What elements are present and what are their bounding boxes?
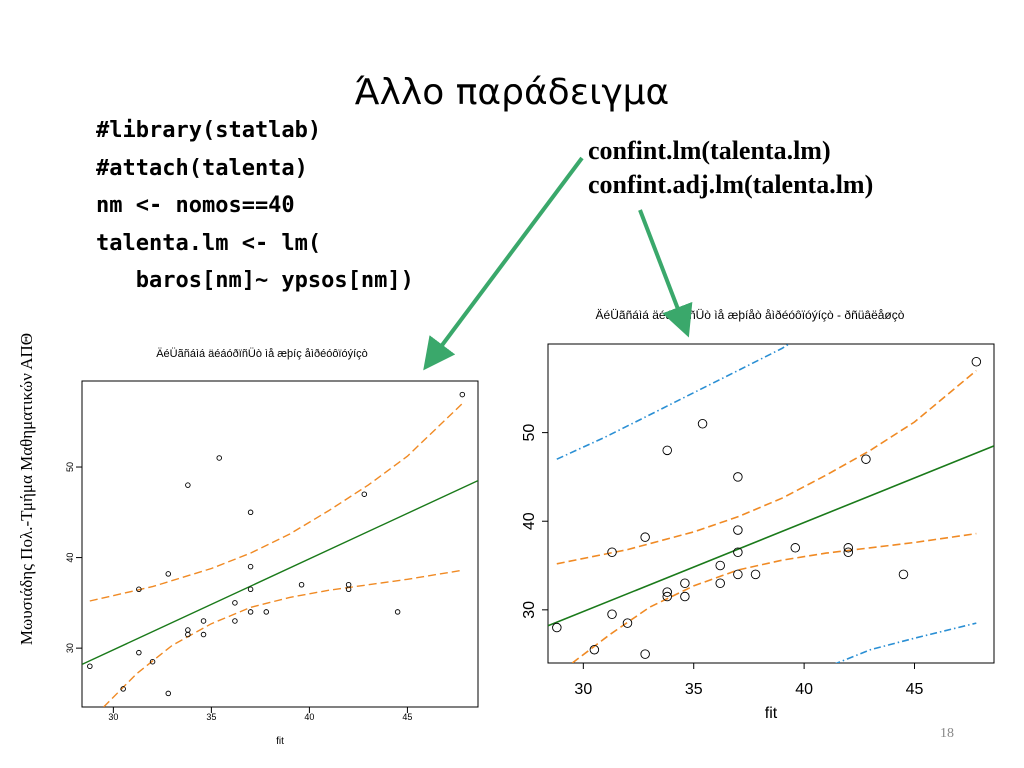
data-point xyxy=(232,600,238,606)
data-point xyxy=(87,663,93,670)
function-line: confint.lm(talenta.lm) xyxy=(588,136,831,165)
y-tick-label: 50 xyxy=(521,424,538,442)
data-point xyxy=(247,609,254,615)
data-point xyxy=(662,591,672,602)
prediction-band-upper xyxy=(556,344,791,460)
data-point xyxy=(185,627,191,633)
data-point xyxy=(120,686,126,692)
y-tick-label: 30 xyxy=(65,643,75,653)
confidence-band-upper xyxy=(556,369,977,565)
data-point xyxy=(733,472,743,482)
data-point xyxy=(662,587,672,597)
data-point xyxy=(185,631,191,638)
annotation-arrows xyxy=(423,156,693,371)
y-tick-label: 40 xyxy=(65,553,75,563)
data-point xyxy=(149,658,156,665)
data-point xyxy=(680,591,690,602)
y-tick-label: 50 xyxy=(65,462,75,472)
confidence-band-lower xyxy=(103,569,463,707)
data-point xyxy=(247,509,254,516)
function-calls: confint.lm(talenta.lm) confint.adj.lm(ta… xyxy=(588,134,873,202)
data-point xyxy=(662,445,672,456)
data-point xyxy=(640,532,650,542)
data-point xyxy=(263,609,270,615)
x-tick-label: 30 xyxy=(108,712,118,722)
x-tick-label: 35 xyxy=(685,681,703,698)
data-point xyxy=(750,569,761,580)
page-number: 18 xyxy=(940,726,954,741)
code-line: #attach(talenta) xyxy=(96,155,308,181)
x-axis-label: fit xyxy=(276,736,284,747)
data-point xyxy=(843,543,854,553)
plot-frame xyxy=(81,380,479,708)
fit-line xyxy=(548,445,994,627)
data-point xyxy=(200,618,207,624)
data-point xyxy=(165,690,172,697)
data-point xyxy=(607,609,617,620)
data-point xyxy=(733,569,743,580)
x-tick-label: 45 xyxy=(402,712,412,722)
data-point xyxy=(843,547,854,557)
data-point xyxy=(589,644,600,655)
data-point xyxy=(715,560,725,571)
function-line: confint.adj.lm(talenta.lm) xyxy=(588,170,874,199)
data-point xyxy=(136,586,142,593)
x-axis-label: fit xyxy=(765,705,778,722)
data-point xyxy=(552,622,562,633)
chart-title: ÄéÜãñáìá äéáóðïñÜò ìå æþíåò åìðéóôïóýíçò… xyxy=(596,308,905,322)
data-point xyxy=(136,649,142,656)
data-point xyxy=(697,419,708,429)
data-point xyxy=(607,547,617,557)
data-point xyxy=(971,356,982,367)
chart-right: ÄéÜãñáìá äéáóðïñÜò ìå æþíåò åìðéóôïóýíçò… xyxy=(521,308,995,722)
data-point xyxy=(247,586,254,593)
arrow-to-left-chart xyxy=(423,156,584,371)
data-point xyxy=(898,569,909,580)
y-tick-label: 30 xyxy=(521,601,538,619)
data-point xyxy=(216,455,222,461)
data-point xyxy=(200,631,207,638)
data-point xyxy=(185,482,191,488)
data-point xyxy=(298,582,305,588)
plot-frame xyxy=(547,343,995,664)
fit-line xyxy=(82,479,478,666)
data-point xyxy=(394,609,401,615)
data-point xyxy=(459,391,466,398)
confidence-band-upper xyxy=(89,403,463,602)
data-point xyxy=(733,547,743,557)
code-line: nm <- nomos==40 xyxy=(96,193,295,218)
chart-left: ÄéÜãñáìá äéáóðïñÜò ìå æþíç åìðéóôïóýíçò 3… xyxy=(65,348,479,747)
code-line: baros[nm]~ ypsos[nm]) xyxy=(96,268,414,293)
data-point xyxy=(247,563,254,570)
chart-title: ÄéÜãñáìá äéáóðïñÜò ìå æþíç åìðéóôïóýíçò xyxy=(156,348,368,360)
x-tick-label: 45 xyxy=(906,681,924,698)
data-point xyxy=(232,618,238,624)
data-point xyxy=(345,582,352,588)
x-tick-label: 40 xyxy=(795,681,813,698)
data-point xyxy=(861,454,871,464)
plot-area xyxy=(82,391,478,707)
data-point xyxy=(790,543,801,553)
code-line: #library(statlab) xyxy=(96,118,322,143)
x-tick-label: 30 xyxy=(574,681,592,698)
y-tick-label: 40 xyxy=(521,512,538,530)
arrow-to-right-chart xyxy=(638,209,693,338)
prediction-band-lower xyxy=(835,622,977,663)
data-point xyxy=(733,525,743,535)
x-tick-label: 40 xyxy=(304,712,314,722)
code-line: talenta.lm <- lm( xyxy=(96,230,322,256)
data-point xyxy=(361,491,368,497)
data-point xyxy=(640,649,650,659)
r-code-block: #library(statlab) #attach(talenta) nm <-… xyxy=(96,112,414,300)
plot-area xyxy=(548,344,994,663)
data-point xyxy=(680,578,690,589)
data-point xyxy=(622,618,633,628)
x-tick-label: 35 xyxy=(206,712,216,722)
confidence-band-lower xyxy=(571,532,977,663)
data-point xyxy=(165,571,172,577)
data-point xyxy=(715,578,725,589)
slide-title: Άλλο παράδειγμα xyxy=(354,72,670,113)
